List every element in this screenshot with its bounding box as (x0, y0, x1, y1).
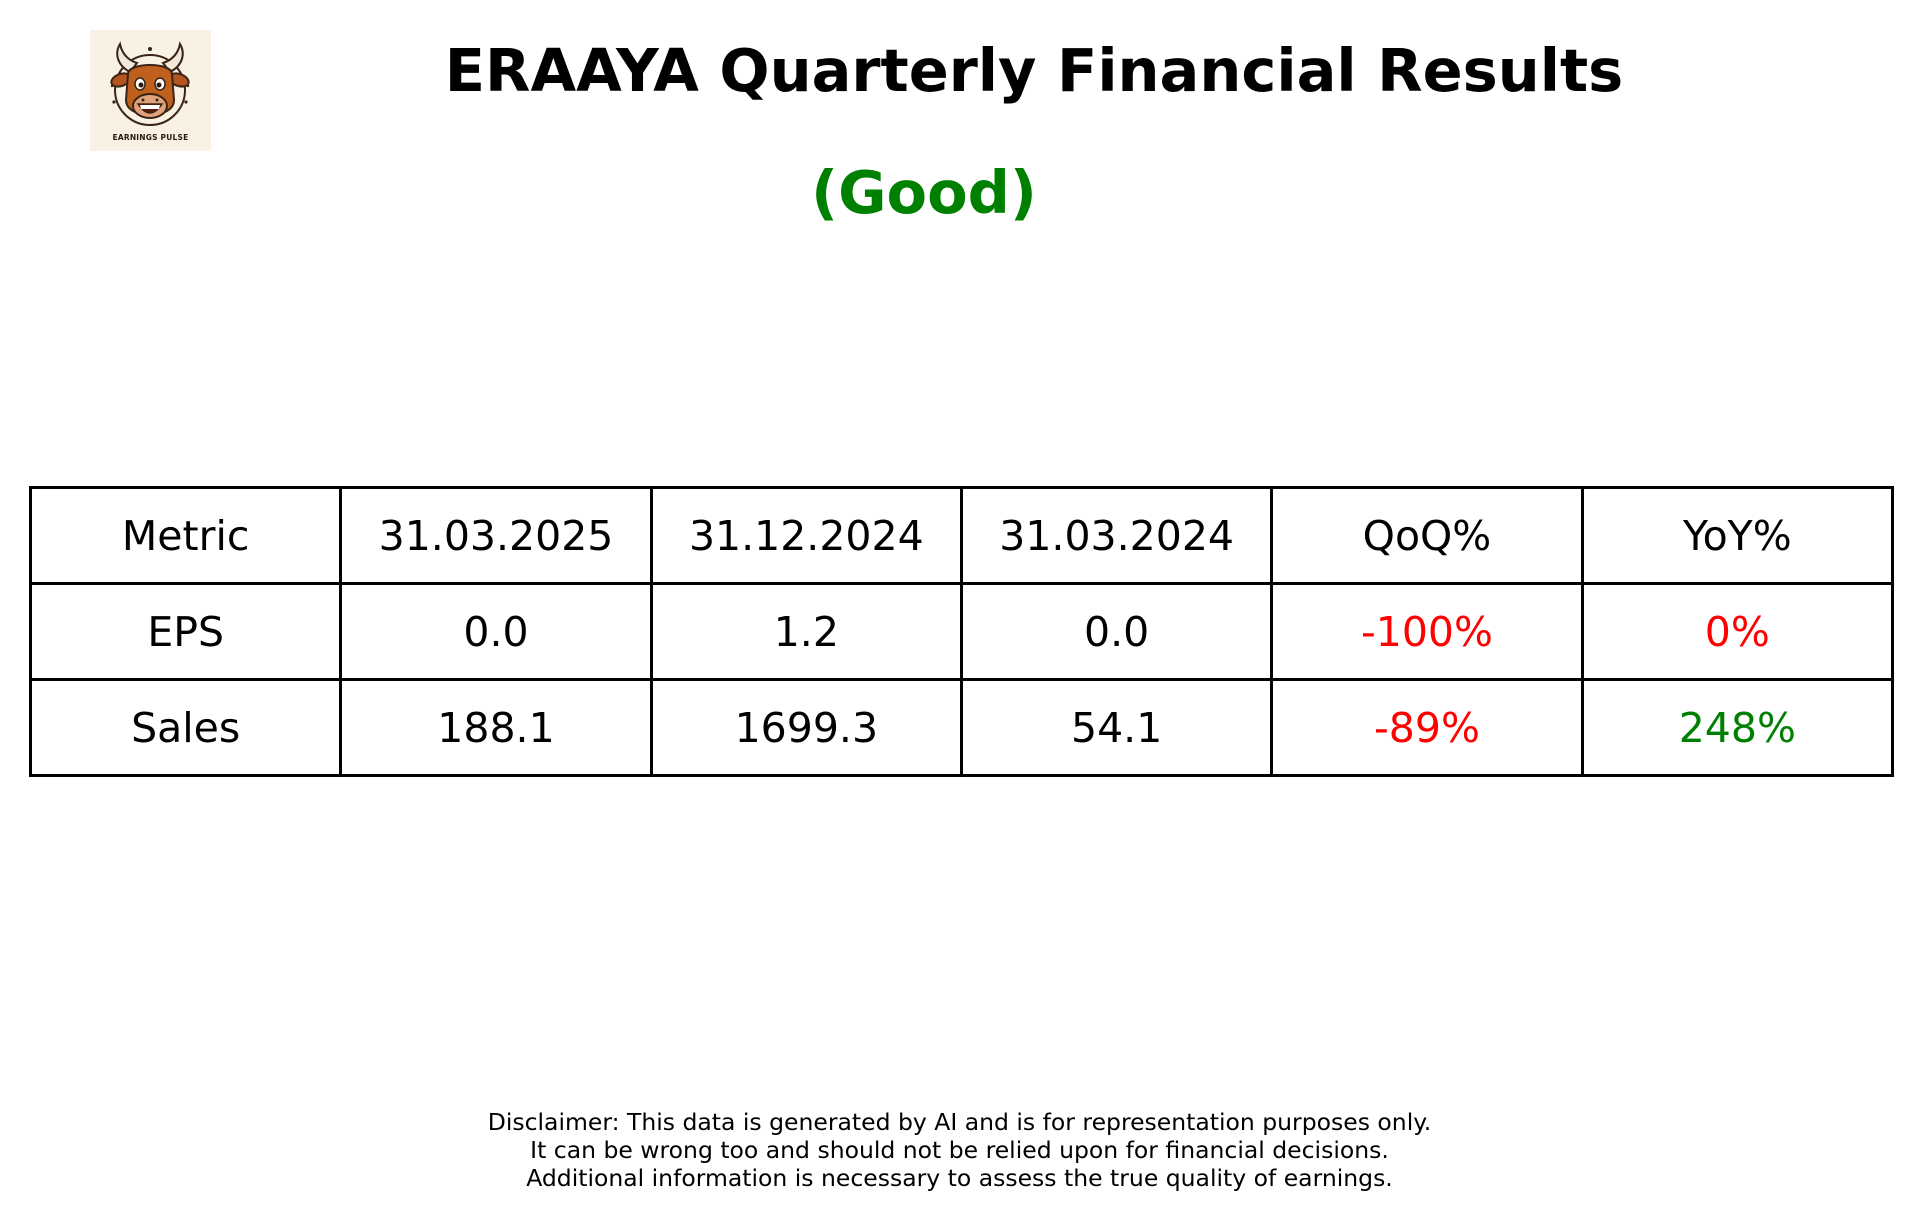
rating-label: (Good) (811, 158, 1037, 227)
page-title: ERAAYA Quarterly Financial Results (444, 36, 1624, 105)
disclaimer-line-1: Disclaimer: This data is generated by AI… (487, 1108, 1432, 1136)
value-quarter-1: 0.0 (339, 582, 653, 681)
header-qoq: QoQ% (1270, 486, 1584, 585)
logo-text: EARNINGS PULSE (112, 133, 189, 142)
header-quarter-2: 31.12.2024 (649, 486, 963, 585)
value-qoq: -89% (1270, 678, 1584, 777)
header-quarter-3: 31.03.2024 (959, 486, 1274, 585)
header-quarter-1: 31.03.2025 (339, 486, 653, 585)
value-yoy: 0% (1580, 582, 1895, 681)
header-metric: Metric (28, 486, 343, 585)
value-yoy: 248% (1580, 678, 1895, 777)
disclaimer: Disclaimer: This data is generated by AI… (0, 1108, 1919, 1192)
results-table: Metric 31.03.2025 31.12.2024 31.03.2024 … (28, 486, 1895, 777)
table-header-row: Metric 31.03.2025 31.12.2024 31.03.2024 … (28, 486, 1895, 585)
value-qoq: -100% (1270, 582, 1584, 681)
earnings-pulse-logo: EARNINGS PULSE (90, 30, 211, 151)
value-quarter-3: 54.1 (959, 678, 1274, 777)
value-quarter-2: 1699.3 (649, 678, 963, 777)
header-yoy: YoY% (1580, 486, 1895, 585)
value-quarter-2: 1.2 (649, 582, 963, 681)
metric-name: EPS (28, 582, 343, 681)
disclaimer-line-3: Additional information is necessary to a… (526, 1164, 1393, 1192)
bull-face-icon (110, 41, 190, 126)
value-quarter-3: 0.0 (959, 582, 1274, 681)
metric-name: Sales (28, 678, 343, 777)
value-quarter-1: 188.1 (339, 678, 653, 777)
table-row-eps: EPS 0.0 1.2 0.0 -100% 0% (28, 582, 1895, 681)
table-row-sales: Sales 188.1 1699.3 54.1 -89% 248% (28, 678, 1895, 777)
disclaimer-line-2: It can be wrong too and should not be re… (530, 1136, 1389, 1164)
